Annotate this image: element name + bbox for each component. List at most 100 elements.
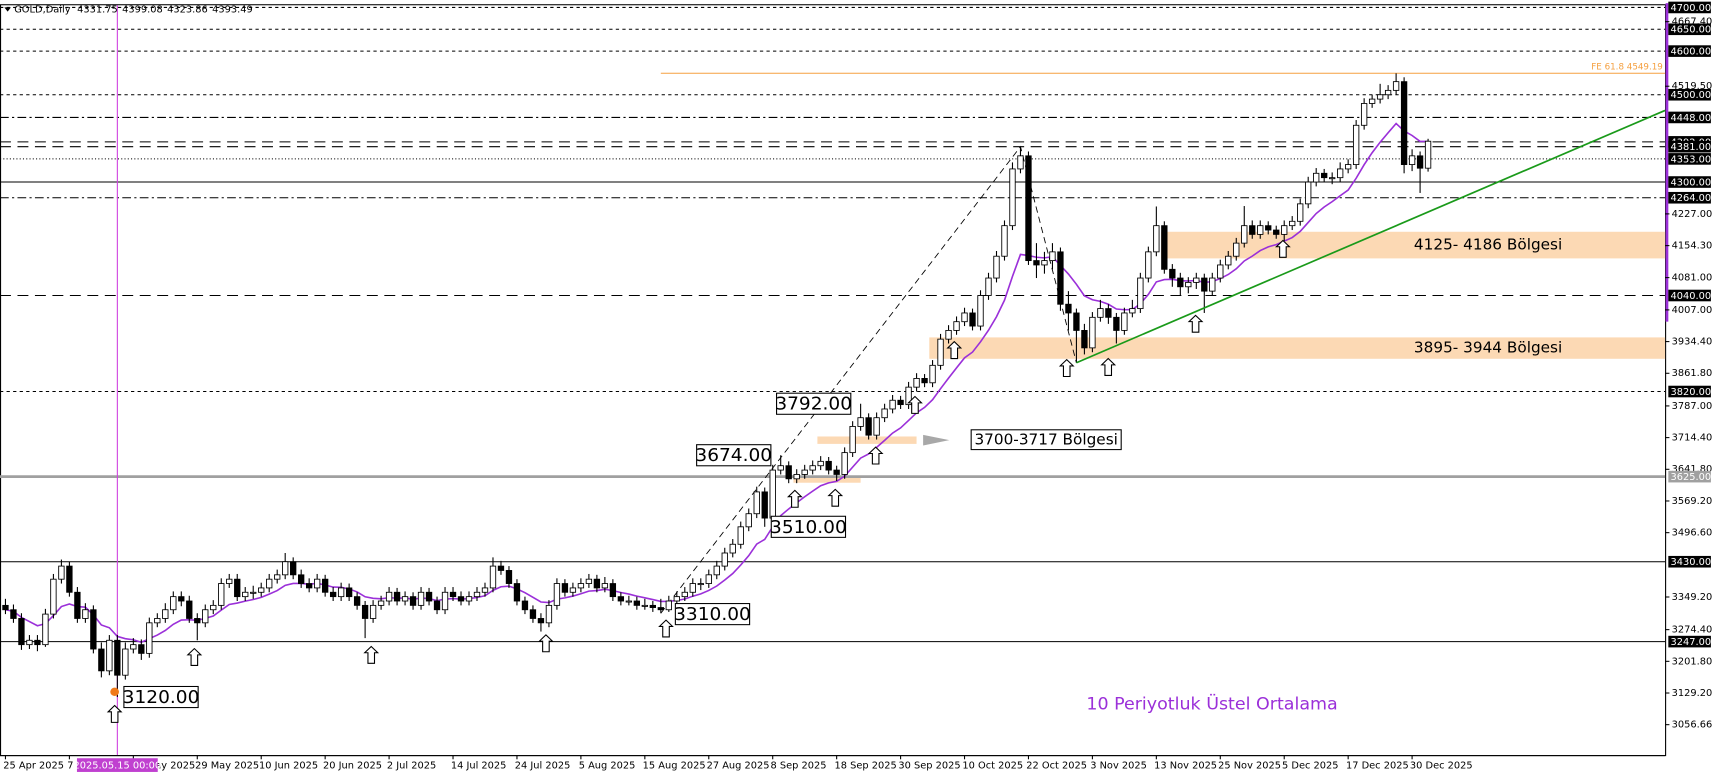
x-tick-label: 10 Jun 2025 bbox=[259, 761, 318, 772]
candle-body bbox=[905, 386, 912, 406]
candle-body bbox=[266, 578, 273, 589]
candle-body bbox=[1344, 164, 1352, 170]
x-tick-label: 29 May 2025 bbox=[195, 761, 259, 772]
candle-body bbox=[210, 604, 217, 611]
candle-body bbox=[186, 600, 193, 619]
candle-body bbox=[1025, 155, 1032, 262]
candle-body bbox=[441, 591, 449, 611]
indicator-bar bbox=[1665, 3, 1669, 322]
level-label: 4448.00 bbox=[1671, 113, 1712, 124]
candle-body bbox=[82, 609, 89, 619]
zone-label-box bbox=[970, 429, 1122, 451]
candle-body bbox=[1137, 277, 1144, 310]
candle-body bbox=[1033, 260, 1040, 266]
candle-body bbox=[1321, 172, 1328, 179]
level-label: 3247.00 bbox=[1671, 637, 1712, 648]
candle-body bbox=[457, 596, 465, 602]
candle-body bbox=[945, 329, 952, 340]
y-tick-label: 4227.00 bbox=[1672, 209, 1712, 220]
level-label: 4650.00 bbox=[1671, 25, 1712, 36]
candle-body bbox=[745, 513, 752, 528]
candle-body bbox=[1001, 225, 1008, 257]
candle-body bbox=[1161, 225, 1168, 270]
candle-body bbox=[953, 321, 960, 331]
candle-body bbox=[1305, 181, 1312, 205]
x-tick-label: 18 Sep 2025 bbox=[834, 761, 896, 772]
candle-body bbox=[1097, 308, 1104, 318]
candle-body bbox=[873, 417, 880, 436]
y-tick-label: 3934.40 bbox=[1672, 337, 1712, 348]
close: 4393.49 bbox=[212, 5, 253, 16]
candle-body bbox=[553, 583, 561, 606]
y-tick-label: 3569.20 bbox=[1672, 496, 1712, 507]
candle-body bbox=[1081, 329, 1088, 349]
y-tick-label: 3787.00 bbox=[1672, 401, 1712, 412]
candle-body bbox=[521, 600, 529, 611]
x-tick-label: 30 Dec 2025 bbox=[1410, 761, 1473, 772]
y-tick-label: 4519.50 bbox=[1672, 81, 1712, 92]
level-label: 4353.00 bbox=[1671, 155, 1712, 166]
candle-body bbox=[449, 591, 457, 598]
price-label: 3674.00 bbox=[695, 445, 772, 466]
candle-body bbox=[1049, 251, 1056, 262]
candle-body bbox=[625, 600, 633, 603]
level-label-box bbox=[1668, 1, 1711, 14]
up-arrow bbox=[106, 704, 123, 723]
level-label-box bbox=[1668, 88, 1711, 101]
candle-body bbox=[1249, 225, 1256, 235]
candle-body bbox=[1400, 81, 1408, 165]
y-tick-label: 3714.40 bbox=[1672, 433, 1712, 444]
price-label-box bbox=[770, 515, 847, 538]
candle-body bbox=[993, 255, 1000, 279]
candle-body bbox=[825, 460, 832, 471]
candle-body bbox=[298, 574, 305, 584]
candle-body bbox=[369, 604, 377, 619]
x-tick-label: 8 Sep 2025 bbox=[771, 761, 827, 772]
level-label-box bbox=[1668, 470, 1711, 483]
x-tick-label: 24 Jul 2025 bbox=[515, 761, 571, 772]
level-label-box bbox=[1668, 555, 1711, 568]
candle-body bbox=[1177, 277, 1184, 288]
candle-body bbox=[489, 565, 497, 589]
y-tick-label: 4081.00 bbox=[1672, 273, 1712, 284]
candle-body bbox=[329, 591, 337, 598]
candle-body bbox=[122, 648, 129, 676]
y-tick-label: 3641.80 bbox=[1672, 464, 1712, 475]
up-arrow bbox=[363, 645, 380, 664]
candles bbox=[2, 73, 1432, 698]
header-icon bbox=[4, 7, 11, 12]
candle-body bbox=[1289, 220, 1296, 227]
candle-body bbox=[385, 591, 393, 602]
zone-arrow bbox=[923, 434, 950, 446]
x-tick-label: 25 Nov 2025 bbox=[1218, 761, 1281, 772]
crosshair-label-box bbox=[76, 758, 158, 772]
candle-body bbox=[1169, 268, 1176, 279]
candle-body bbox=[713, 565, 720, 576]
candle-body bbox=[98, 648, 105, 672]
candle-body bbox=[513, 583, 521, 602]
candle-body bbox=[1384, 89, 1392, 96]
candle-body bbox=[1105, 308, 1112, 318]
candle-body bbox=[1225, 255, 1232, 266]
candle-body bbox=[1185, 281, 1192, 288]
candle-body bbox=[585, 578, 593, 584]
candle-body bbox=[1129, 308, 1136, 314]
candle-body bbox=[865, 417, 872, 436]
candle-body bbox=[361, 604, 369, 619]
candle-body bbox=[897, 399, 904, 406]
level-label: 4600.00 bbox=[1671, 47, 1712, 58]
level-label: 4700.00 bbox=[1671, 3, 1712, 14]
candle-body bbox=[785, 465, 792, 480]
candle-body bbox=[721, 552, 728, 567]
candle-body bbox=[817, 460, 824, 467]
candle-body bbox=[801, 469, 808, 475]
y-tick-label: 4154.30 bbox=[1672, 241, 1712, 252]
candle-body bbox=[1336, 168, 1344, 179]
candle-body bbox=[937, 338, 944, 366]
candle-body bbox=[66, 565, 73, 593]
zone-label: 4125- 4186 Bölgesi bbox=[1414, 236, 1562, 254]
candle-body bbox=[1241, 225, 1248, 244]
candle-body bbox=[641, 604, 649, 607]
